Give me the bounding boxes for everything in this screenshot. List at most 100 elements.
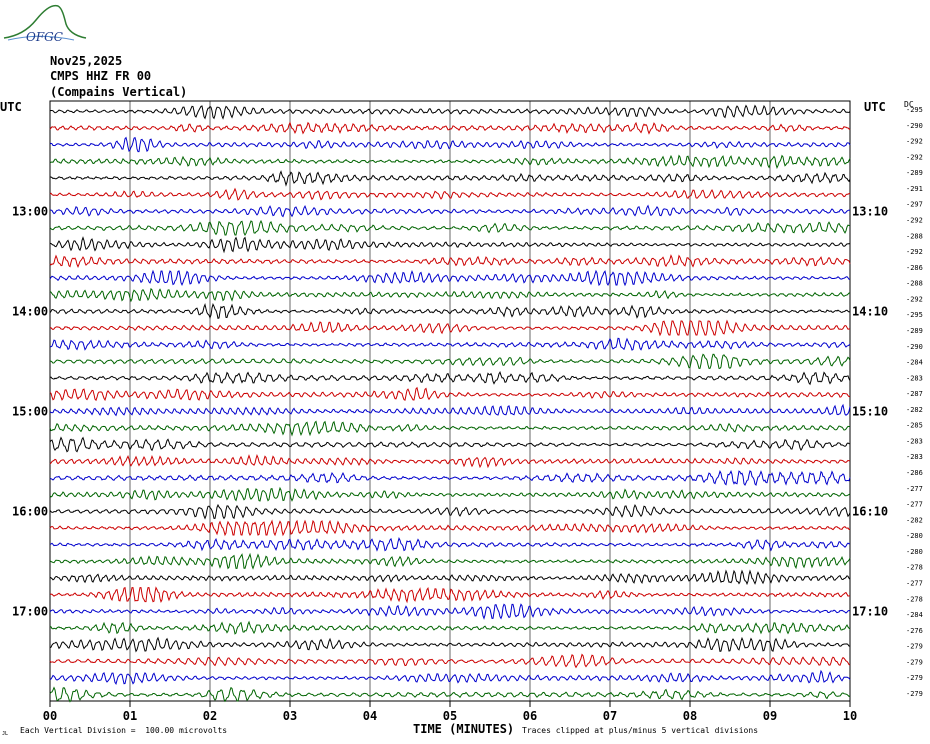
right-hour-label: 17:10 (852, 604, 888, 618)
trace-row-31 (49, 603, 851, 620)
dc-offset-label: -290 (906, 343, 923, 351)
trace-row-18 (49, 386, 851, 402)
trace-row-29 (49, 569, 851, 586)
trace-row-33 (49, 636, 851, 653)
x-tick-label: 02 (203, 709, 217, 723)
dc-offset-label: -282 (906, 406, 923, 414)
x-tick-label: 03 (283, 709, 297, 723)
trace-row-17 (49, 371, 851, 386)
dc-offset-label: -283 (906, 374, 923, 382)
trace-row-21 (49, 436, 851, 453)
dc-offset-label: -287 (906, 390, 923, 398)
footer-scale-note: Each Vertical Division = 100.00 microvol… (20, 726, 227, 735)
dc-offset-label: -295 (906, 106, 923, 114)
dc-offset-label: -277 (906, 485, 923, 493)
footer-corner: JL (2, 731, 8, 737)
x-tick-label: 06 (523, 709, 537, 723)
x-tick-label: 04 (363, 709, 377, 723)
dc-offset-label: -286 (906, 264, 923, 272)
dc-offset-label: -285 (906, 422, 923, 430)
dc-offset-label: -286 (906, 469, 923, 477)
minute-gridlines (49, 101, 851, 707)
header-station: CMPS HHZ FR 00 (50, 69, 151, 83)
left-hour-label: 15:00 (12, 404, 48, 418)
x-tick-label: 07 (603, 709, 617, 723)
x-tick-labels: 00 01 02 03 04 05 06 07 08 09 10 (43, 709, 857, 723)
trace-row-5 (49, 170, 851, 187)
trace-row-36 (49, 686, 851, 703)
dc-offset-label: -283 (906, 437, 923, 445)
trace-row-28 (49, 552, 851, 570)
dc-offset-labels: -295 -290 -292 -292 -289 -291 -297 -292 -288 -292… (906, 106, 923, 698)
trace-row-12 (49, 287, 851, 303)
trace-row-16 (49, 353, 851, 370)
dc-offset-label: -278 (906, 595, 923, 603)
trace-row-32 (49, 620, 851, 635)
trace-row-20 (49, 420, 851, 437)
trace-row-26 (49, 519, 851, 537)
logo-swoosh (7, 35, 75, 41)
dc-offset-label: -297 (906, 201, 923, 209)
right-hour-label: 16:10 (852, 504, 888, 518)
trace-row-24 (49, 486, 851, 502)
dc-offset-label: -279 (906, 658, 923, 666)
dc-offset-label: -280 (906, 548, 923, 556)
dc-offset-label: -277 (906, 501, 923, 509)
x-tick-label: 00 (43, 709, 57, 723)
dc-offset-label: -289 (906, 327, 923, 335)
dc-offset-label: -295 (906, 311, 923, 319)
dc-offset-label: -283 (906, 453, 923, 461)
logo-text: OFGC (26, 30, 63, 44)
seismic-traces (49, 104, 851, 703)
trace-row-14 (49, 319, 851, 337)
trace-row-35 (49, 669, 851, 685)
trace-row-30 (49, 586, 851, 604)
trace-row-34 (49, 653, 851, 669)
trace-row-4 (49, 154, 851, 170)
dc-offset-label: -279 (906, 674, 923, 682)
left-hour-label: 17:00 (12, 604, 48, 618)
trace-row-11 (49, 269, 851, 287)
left-axis-label: UTC (0, 100, 22, 114)
trace-row-25 (49, 503, 851, 520)
dc-offset-label: -292 (906, 248, 923, 256)
right-hour-label: 14:10 (852, 304, 888, 318)
dc-offset-label: -289 (906, 169, 923, 177)
x-tick-label: 01 (123, 709, 137, 723)
dc-label: DC (904, 100, 914, 109)
trace-row-1 (49, 104, 851, 120)
header-date: Nov25,2025 (50, 54, 122, 68)
hour-labels: 13:00 14:00 15:00 16:00 17:00 13:10 14:10 15:10… (12, 204, 888, 618)
trace-row-27 (49, 536, 851, 552)
trace-row-15 (49, 337, 851, 351)
x-tick-label: 05 (443, 709, 457, 723)
dc-offset-label: -280 (906, 532, 923, 540)
trace-row-13 (49, 302, 851, 320)
trace-row-10 (49, 254, 851, 269)
dc-offset-label: -291 (906, 185, 923, 193)
dc-offset-label: -277 (906, 580, 923, 588)
right-hour-label: 15:10 (852, 404, 888, 418)
trace-row-7 (49, 204, 851, 218)
dc-offset-label: -288 (906, 232, 923, 240)
header-location: (Compains Vertical) (50, 85, 187, 99)
dc-offset-label: -284 (906, 359, 923, 367)
footer-clip-note: Traces clipped at plus/minus 5 vertical … (522, 726, 758, 735)
dc-offset-label: -282 (906, 516, 923, 524)
dc-offset-label: -278 (906, 564, 923, 572)
dc-offset-label: -292 (906, 295, 923, 303)
dc-offset-label: -284 (906, 611, 923, 619)
dc-offset-label: -276 (906, 627, 923, 635)
dc-offset-label: -292 (906, 216, 923, 224)
trace-row-9 (49, 236, 851, 254)
x-tick-label: 09 (763, 709, 777, 723)
trace-row-6 (49, 187, 851, 201)
trace-row-23 (49, 470, 851, 486)
x-tick-label: 08 (683, 709, 697, 723)
right-axis-label: UTC (864, 100, 886, 114)
x-tick-label: 10 (843, 709, 857, 723)
ofgc-logo: OFGC (3, 4, 87, 44)
left-hour-label: 14:00 (12, 304, 48, 318)
x-axis-label: TIME (MINUTES) (413, 722, 514, 736)
